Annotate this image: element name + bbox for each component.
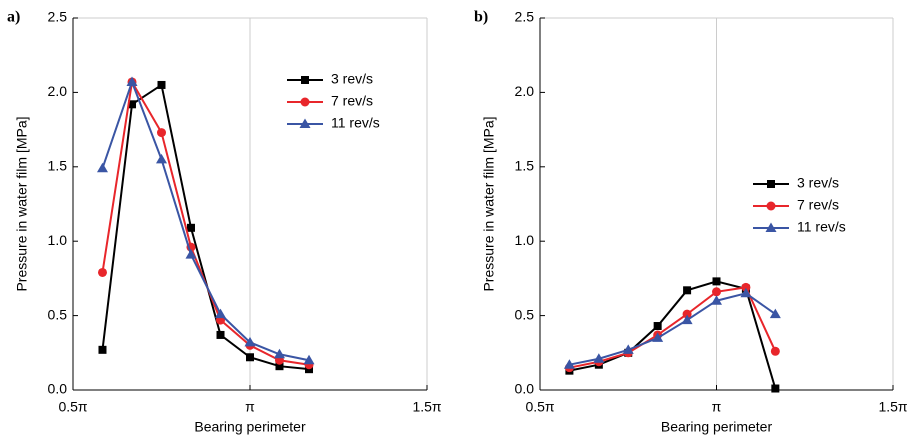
data-point (563, 359, 575, 369)
data-point (740, 287, 752, 298)
data-point (128, 100, 137, 109)
data-point (652, 332, 664, 342)
y-tick-label: 2.0 (515, 83, 535, 99)
x-axis-label: Bearing perimeter (194, 419, 306, 435)
legend-marker (765, 222, 777, 232)
x-tick-label: 0.5π (58, 399, 87, 415)
data-point (712, 277, 721, 286)
series-line (101, 79, 310, 362)
data-point (185, 249, 197, 259)
legend-label: 11 rev/s (331, 115, 380, 131)
data-point (97, 267, 107, 277)
x-axis-label: Bearing perimeter (661, 419, 773, 435)
legend-label: 7 rev/s (797, 197, 839, 213)
y-tick-label: 2.0 (48, 83, 68, 99)
data-point (771, 384, 780, 393)
data-point (98, 345, 107, 354)
y-tick-label: 0.5 (515, 306, 535, 322)
data-point (186, 223, 195, 232)
panel-label: b) (474, 9, 488, 26)
data-point (683, 286, 692, 295)
legend-marker (300, 97, 310, 107)
data-point (712, 287, 721, 297)
data-point (157, 128, 166, 138)
data-point (244, 336, 256, 347)
y-tick-label: 1.0 (48, 232, 68, 248)
x-tick-label: 0.5π (525, 399, 554, 415)
series-line (569, 292, 776, 366)
legend-marker (766, 201, 776, 211)
x-tick-label: π (712, 399, 722, 415)
data-point (126, 76, 138, 86)
legend-marker (301, 76, 309, 84)
legend-label: 3 rev/s (797, 175, 839, 191)
data-point (770, 346, 780, 356)
data-point (681, 314, 693, 325)
y-tick-label: 0.5 (48, 306, 68, 322)
data-point (622, 344, 634, 354)
y-axis-label: Pressure in water film [MPa] (481, 116, 497, 291)
data-point (157, 80, 166, 89)
y-tick-label: 0.0 (515, 381, 535, 397)
series-line (569, 280, 777, 389)
x-tick-label: 1.5π (878, 399, 907, 415)
data-point (275, 362, 284, 371)
legend-label: 7 rev/s (331, 93, 373, 109)
legend-marker (767, 180, 775, 188)
data-point (96, 162, 108, 173)
series-line (101, 83, 310, 371)
data-point (156, 153, 167, 164)
data-point (246, 353, 254, 362)
data-point (593, 353, 605, 363)
y-tick-label: 1.5 (515, 158, 535, 174)
legend-marker (299, 118, 311, 128)
y-tick-label: 2.5 (515, 9, 535, 25)
data-point (653, 322, 662, 331)
y-tick-label: 0.0 (48, 381, 68, 397)
y-tick-label: 2.5 (48, 9, 68, 25)
series-line (569, 286, 777, 369)
x-tick-label: 1.5π (412, 399, 441, 415)
data-point (303, 354, 315, 365)
y-axis-label: Pressure in water film [MPa] (14, 116, 30, 291)
panel-label: a) (7, 9, 20, 26)
data-point (711, 295, 722, 305)
data-point (273, 348, 285, 359)
data-point (769, 308, 781, 319)
data-point (216, 330, 225, 339)
data-point (682, 309, 692, 319)
data-point (741, 282, 751, 292)
y-tick-label: 1.0 (515, 232, 535, 248)
legend-label: 3 rev/s (331, 71, 373, 87)
legend-label: 11 rev/s (797, 219, 846, 235)
data-point (215, 308, 227, 319)
y-tick-label: 1.5 (48, 158, 68, 174)
x-tick-label: π (245, 399, 255, 415)
series-line (101, 79, 310, 366)
